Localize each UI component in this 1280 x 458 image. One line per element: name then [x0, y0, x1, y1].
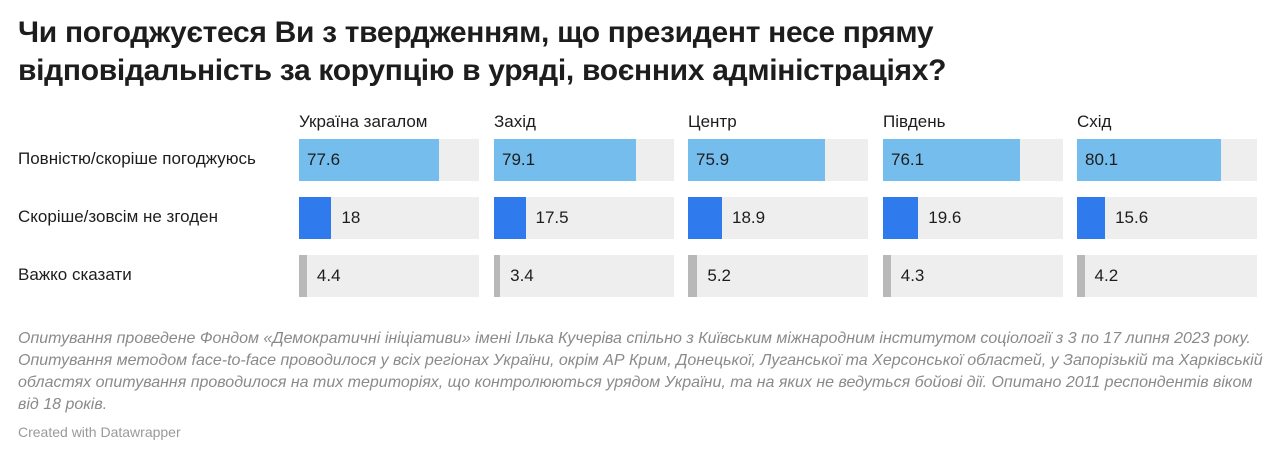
value-label-1-4: 15.6	[1115, 208, 1149, 227]
value-label-2-3: 4.3	[900, 266, 925, 285]
value-label-1-2: 18.9	[732, 208, 766, 227]
bar-2-1	[494, 255, 501, 297]
bar-track: 4.3	[883, 255, 1063, 297]
value-label-0-4: 80.1	[1085, 150, 1119, 169]
value-label-2-1: 3.4	[510, 266, 534, 285]
bar-2-0	[299, 255, 307, 297]
bar-track: 15.6	[1077, 197, 1257, 239]
bar-track: 3.4	[494, 255, 674, 297]
title-line-1: Чи погоджуєтеся Ви з твердженням, що пре…	[18, 16, 934, 49]
bar-track: 4.4	[299, 255, 479, 297]
bar-0-4	[1077, 139, 1222, 181]
column-header-2: Центр	[688, 112, 737, 131]
bar-track: 19.6	[883, 197, 1063, 239]
title-line-2: відповідальність за корупцію в уряді, во…	[18, 54, 947, 87]
bar-1-4	[1077, 197, 1106, 239]
bar-0-2	[688, 139, 825, 181]
value-label-2-2: 5.2	[707, 266, 731, 285]
row-label-0: Повністю/скоріше погоджуюсь	[18, 149, 256, 168]
bar-track: 80.1	[1077, 139, 1257, 181]
bar-2-3	[883, 255, 891, 297]
bar-0-0	[299, 139, 439, 181]
value-label-0-1: 79.1	[502, 150, 536, 169]
column-header-3: Південь	[883, 112, 946, 131]
bar-2-4	[1077, 255, 1085, 297]
value-label-0-2: 75.9	[696, 150, 730, 169]
bar-1-1	[494, 197, 526, 239]
bar-track: 79.1	[494, 139, 674, 181]
datawrapper-credit: Created with Datawrapper	[18, 424, 181, 440]
bar-1-3	[883, 197, 919, 239]
bar-0-3	[883, 139, 1020, 181]
value-label-1-1: 17.5	[535, 208, 569, 227]
value-label-1-0: 18	[341, 208, 361, 227]
bar-1-0	[299, 197, 332, 239]
bar-0-1	[494, 139, 637, 181]
bar-track: 4.2	[1077, 255, 1257, 297]
row-label-2: Важко сказати	[18, 265, 132, 284]
chart-title: Чи погоджуєтеся Ви з твердженням, що пре…	[18, 14, 1258, 90]
bar-track: 5.2	[688, 255, 868, 297]
bar-track: 18	[299, 197, 479, 239]
row-label-1: Скоріше/зовсім не згоден	[18, 207, 219, 226]
bar-track: 76.1	[883, 139, 1063, 181]
value-label-0-3: 76.1	[891, 150, 925, 169]
methodology-note: Опитування проведене Фондом «Демократичн…	[18, 330, 1263, 413]
value-label-0-0: 77.6	[307, 150, 341, 169]
bar-2-2	[688, 255, 698, 297]
bar-track: 18.9	[688, 197, 868, 239]
bar-track: 17.5	[494, 197, 674, 239]
bar-track: 77.6	[299, 139, 479, 181]
value-label-1-3: 19.6	[928, 208, 962, 227]
bar-track: 75.9	[688, 139, 868, 181]
column-header-1: Захід	[494, 112, 536, 131]
column-header-0: Україна загалом	[299, 112, 428, 131]
bar-1-2	[688, 197, 723, 239]
column-header-4: Схід	[1077, 112, 1112, 131]
value-label-2-4: 4.2	[1094, 266, 1119, 285]
value-label-2-0: 4.4	[316, 266, 341, 285]
